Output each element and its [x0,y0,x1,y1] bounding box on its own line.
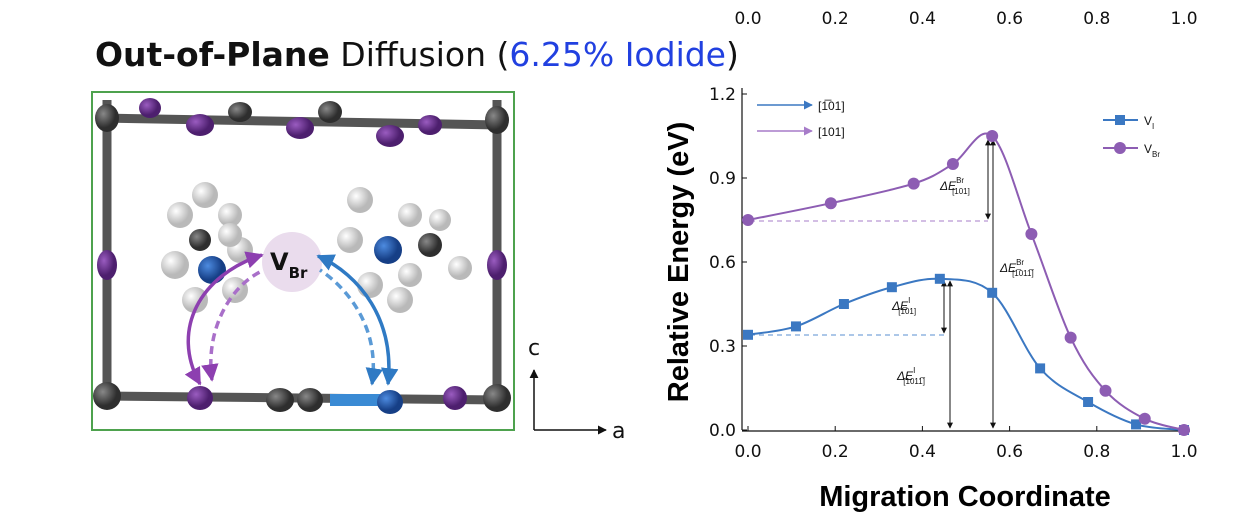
point [839,299,849,309]
series-line [748,133,1184,430]
energy-sub: [1̅01] [898,307,916,316]
energy-sup: Br [956,176,964,185]
point [743,330,753,340]
cropped-tick-label: 0.8 [1083,9,1110,29]
y-tick-label: 0.6 [709,253,736,273]
direction-label: [1̅01] [818,99,845,113]
x-tick-label: 0.8 [1083,442,1110,462]
cropped-tick-label: 1.0 [1170,9,1197,29]
x-tick-label: 0.6 [996,442,1023,462]
energy-sup: I [908,296,910,305]
energy-label: ΔEI[1̅01] [891,296,916,316]
heading-highlight: 6.25% Iodide [509,35,726,74]
legend-name: V [1144,142,1152,156]
point [1139,413,1151,425]
point [1035,363,1045,373]
x-axis-label: Migration Coordinate [819,481,1111,513]
cropped-tick-label: 0.6 [996,9,1023,29]
series-line [748,279,1184,430]
energy-sub: [1̅011̅] [1012,269,1034,278]
x-tick-label: 0.0 [734,442,761,462]
cropped-tick-label: 0.2 [822,9,849,29]
legend-label: VBr [1144,142,1160,159]
direction-label: [101] [818,125,845,139]
point [791,321,801,331]
legend-sub: Br [1152,150,1160,159]
heading: Out-of-Plane Diffusion (6.25% Iodide) [95,35,739,74]
point [1065,332,1077,344]
vacancy-sub: Br [289,264,308,282]
point [987,288,997,298]
y-tick-label: 0.0 [709,421,736,441]
energy-label: ΔEBr[101] [939,176,970,196]
y-tick-label: 1.2 [709,85,736,105]
heading-bold: Out-of-Plane [95,35,330,74]
heading-plain: Diffusion ( [330,35,510,74]
energy-label: ΔEBr[1̅011̅] [999,258,1034,278]
y-axis-label: Relative Energy (eV) [663,122,695,402]
point [947,158,959,170]
point [825,197,837,209]
axis-a-label: a [612,419,625,444]
point [908,178,920,190]
point [1083,397,1093,407]
energy-sub: [101] [952,187,970,196]
point [986,130,998,142]
structure: VBr c a [92,92,625,444]
x-tick-label: 1.0 [1170,442,1197,462]
point [1100,385,1112,397]
vacancy-main: V [270,248,289,276]
point [1025,228,1037,240]
point [935,274,945,284]
legend-marker [1114,142,1126,154]
point [887,282,897,292]
y-tick-label: 0.9 [709,169,736,189]
energy-sup: I [913,366,915,375]
legend-marker [1115,115,1125,125]
energy-sub: [1011̅] [903,377,925,386]
figure: Out-of-Plane Diffusion (6.25% Iodide) [0,0,1238,524]
heading-close: ) [726,35,739,74]
y-tick-label: 0.3 [709,337,736,357]
legend-sub: I [1152,122,1154,131]
x-tick-label: 0.4 [909,442,936,462]
legend-name: V [1144,114,1152,128]
energy-label: ΔEI[1011̅] [896,366,926,386]
legend-label: VI [1144,114,1154,131]
axis-c-label: c [528,336,540,361]
cropped-tick-label: 0.4 [909,9,936,29]
point [1178,424,1190,436]
energy-sup: Br [1016,258,1024,267]
point [742,214,754,226]
cropped-tick-label: 0.0 [734,9,761,29]
x-tick-label: 0.2 [822,442,849,462]
